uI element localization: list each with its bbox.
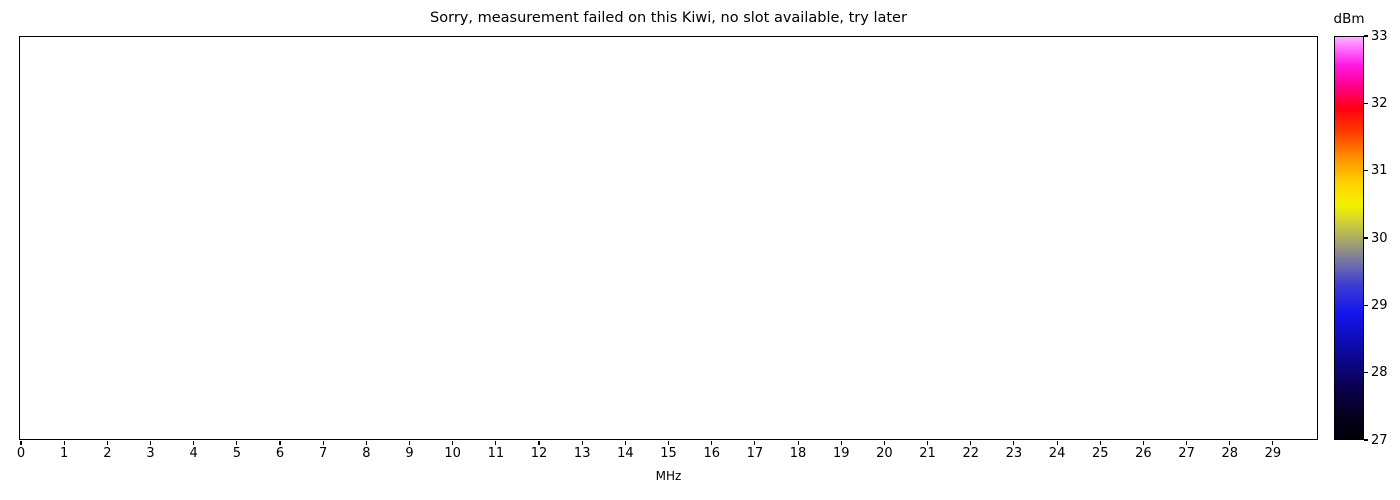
colorbar-tick-label: 28 (1371, 365, 1388, 381)
x-tick-mark (20, 441, 22, 445)
x-tick-label: 16 (703, 446, 720, 461)
plot-axes[interactable] (19, 36, 1318, 440)
x-tick-mark (408, 441, 411, 445)
x-tick-label: 26 (1135, 446, 1152, 461)
x-tick-label: 6 (275, 446, 285, 461)
colorbar-tick-label: 29 (1371, 297, 1388, 313)
colorbar: dBm 27 28 29 30 31 32 33 (1334, 11, 1388, 448)
x-axis: 0 1 2 3 4 5 6 7 8 9 10 11 12 13 14 15 16 17 18 19 20 21 22 23 24… (0, 441, 1400, 471)
x-tick-label: 8 (362, 446, 371, 461)
x-tick-label: 5 (232, 446, 241, 461)
x-tick-mark (452, 441, 454, 445)
x-tick-mark (754, 441, 756, 445)
x-tick-mark (495, 441, 497, 445)
x-tick-label: 14 (617, 446, 634, 461)
x-tick-mark (1272, 441, 1274, 445)
x-tick-label: 10 (444, 446, 461, 461)
x-tick-mark (538, 441, 540, 445)
colorbar-tick-label: 32 (1371, 95, 1388, 111)
colorbar-label: dBm (1333, 11, 1365, 27)
x-tick-mark (279, 441, 281, 445)
x-tick-label: 24 (1048, 446, 1066, 461)
x-tick-label: 22 (962, 446, 979, 461)
x-tick-mark (581, 441, 583, 445)
colorbar-gradient (1334, 36, 1364, 440)
x-tick-mark (668, 441, 670, 445)
x-tick-label: 0 (16, 446, 26, 461)
colorbar-tick-mark (1364, 102, 1368, 104)
x-tick-mark (1142, 441, 1144, 445)
x-tick-mark (63, 441, 65, 445)
x-tick-mark (322, 441, 324, 445)
x-tick-label: 12 (530, 446, 548, 461)
x-tick-mark (624, 441, 626, 445)
x-tick-mark (236, 441, 238, 445)
x-tick-mark (970, 441, 972, 445)
x-tick-mark (106, 441, 108, 445)
colorbar-tick-mark (1364, 304, 1368, 306)
x-tick-mark (711, 441, 713, 445)
x-tick-mark (1186, 441, 1188, 445)
x-tick-label: 17 (746, 446, 764, 461)
x-tick-label: 13 (573, 446, 591, 461)
colorbar-tick-label: 27 (1371, 432, 1388, 448)
x-tick-label: 15 (660, 446, 677, 461)
x-tick-mark (1099, 441, 1101, 445)
x-tick-mark (1056, 441, 1058, 445)
x-tick-label: 23 (1005, 446, 1023, 461)
colorbar-tick-mark (1364, 35, 1368, 37)
colorbar-tick-label: 30 (1371, 230, 1388, 246)
x-tick-mark (1229, 441, 1231, 445)
colorbar-tick-mark (1364, 439, 1368, 441)
page-title: Sorry, measurement failed on this Kiwi, … (430, 10, 907, 26)
x-tick-label: 19 (832, 446, 850, 461)
x-tick-mark (883, 441, 885, 445)
x-tick-label: 3 (146, 446, 155, 461)
x-tick-mark (927, 441, 929, 445)
x-tick-label: 18 (789, 446, 807, 461)
x-tick-label: 2 (103, 446, 112, 461)
x-tick-mark (365, 441, 367, 445)
x-tick-label: 21 (919, 446, 936, 461)
x-tick-mark (797, 441, 799, 445)
colorbar-tick-mark (1364, 237, 1368, 239)
x-tick-mark (193, 441, 195, 445)
x-tick-label: 1 (60, 446, 69, 461)
x-tick-label: 9 (405, 446, 414, 461)
x-tick-mark (840, 441, 842, 445)
x-tick-label: 20 (876, 446, 893, 461)
x-tick-label: 11 (487, 446, 505, 461)
x-tick-label: 28 (1221, 446, 1239, 461)
x-tick-label: 4 (189, 446, 198, 461)
x-tick-label: 29 (1264, 446, 1282, 461)
x-tick-label: 25 (1091, 446, 1109, 461)
spectrum-plot-canvas (20, 37, 1317, 439)
x-tick-label: 27 (1178, 446, 1195, 461)
colorbar-tick-label: 33 (1371, 28, 1388, 44)
x-axis-label: MHz (655, 469, 682, 483)
colorbar-tick-label: 31 (1371, 163, 1388, 179)
x-tick-mark (1013, 441, 1015, 445)
x-tick-mark (149, 441, 152, 445)
colorbar-tick-mark (1364, 372, 1368, 374)
x-tick-label: 7 (319, 446, 328, 461)
colorbar-tick-mark (1364, 170, 1368, 172)
